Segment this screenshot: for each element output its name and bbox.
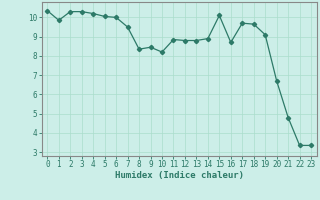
X-axis label: Humidex (Indice chaleur): Humidex (Indice chaleur): [115, 171, 244, 180]
